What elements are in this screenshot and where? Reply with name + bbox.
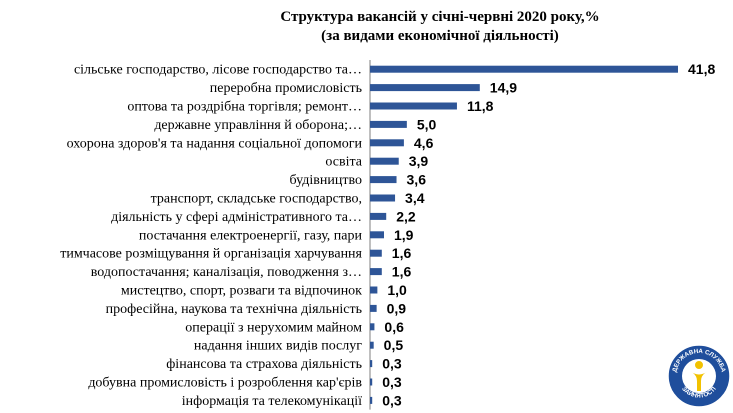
value-label: 1,0 <box>387 282 407 298</box>
category-label: постачання електроенергії, газу, пари <box>139 228 363 243</box>
chart-title: Структура вакансій у січні-червні 2020 р… <box>210 8 670 46</box>
value-label: 0,3 <box>382 356 402 372</box>
bar <box>370 341 374 349</box>
category-label: операції з нерухомим майном <box>185 320 362 335</box>
value-label: 4,6 <box>414 135 434 151</box>
value-label: 5,0 <box>417 116 437 132</box>
bar <box>370 286 378 294</box>
bar <box>370 139 404 147</box>
employment-service-logo: ДЕРЖАВНА СЛУЖБА ЗАЙНЯТОСТІ <box>668 345 730 407</box>
bar <box>370 231 384 239</box>
value-label: 0,3 <box>382 374 402 390</box>
category-label: добувна промисловість і розроблення кар'… <box>88 376 362 391</box>
chart-title-line-1: Структура вакансій у січні-червні 2020 р… <box>280 9 600 25</box>
category-label: надання інших видів послуг <box>194 339 362 354</box>
bar <box>370 65 678 73</box>
value-label: 2,2 <box>396 208 416 224</box>
bar <box>370 157 399 165</box>
category-label: будівництво <box>290 173 362 188</box>
category-label: освіта <box>325 155 362 170</box>
value-label: 0,9 <box>387 300 407 316</box>
bar <box>370 249 382 257</box>
logo-ring-outer <box>668 345 730 407</box>
value-label: 3,6 <box>407 172 427 188</box>
bar <box>370 360 373 368</box>
value-label: 11,8 <box>467 98 494 114</box>
bar <box>370 396 373 404</box>
bar <box>370 194 396 202</box>
category-label: державне управління й оборона;… <box>154 118 362 133</box>
bar <box>370 268 382 276</box>
bar <box>370 176 397 184</box>
value-label: 3,9 <box>409 153 429 169</box>
value-label: 41,8 <box>688 61 715 77</box>
bar <box>370 84 480 92</box>
category-label: оптова та роздрібна торгівля; ремонт… <box>127 100 362 115</box>
bar <box>370 323 375 331</box>
value-label: 1,6 <box>392 245 412 261</box>
category-label: діяльність у сфері адміністративного та… <box>111 210 362 225</box>
value-label: 0,6 <box>384 319 404 335</box>
value-label: 1,9 <box>394 227 414 243</box>
category-label: тимчасове розміщування й організація хар… <box>60 247 362 262</box>
category-label: охорона здоров'я та надання соціальної д… <box>67 136 363 151</box>
category-label: інформація та телекомунікації <box>182 394 362 409</box>
category-label: транспорт, складське господарство, <box>151 192 362 207</box>
logo-figure-icon <box>690 361 708 391</box>
category-label: переробна промисловість <box>210 81 362 96</box>
bar <box>370 102 457 110</box>
value-label: 3,4 <box>405 190 425 206</box>
value-label: 0,5 <box>384 337 404 353</box>
bar <box>370 212 387 220</box>
value-label: 1,6 <box>392 264 412 280</box>
value-label: 0,3 <box>382 392 402 408</box>
bar <box>370 304 377 312</box>
bar <box>370 378 373 386</box>
category-label: водопостачання; каналізація, поводження … <box>91 265 362 280</box>
value-label: 14,9 <box>490 80 517 96</box>
category-label: професійна, наукова та технічна діяльніс… <box>106 302 362 317</box>
category-label: сільське господарство, лісове господарст… <box>74 63 362 78</box>
bar <box>370 120 407 128</box>
chart-title-line-2: (за видами економічної діяльності) <box>321 28 559 44</box>
category-label: фінансова та страхова діяльність <box>166 357 362 372</box>
category-label: мистецтво, спорт, розваги та відпочинок <box>121 284 362 299</box>
